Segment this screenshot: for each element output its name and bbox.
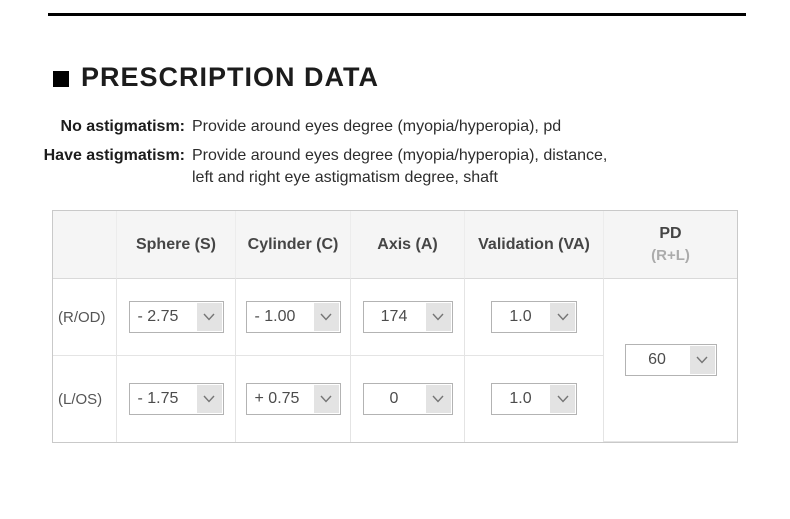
column-header-validation: Validation (VA)	[465, 211, 604, 279]
no-astigmatism-description: Provide around eyes degree (myopia/hyper…	[192, 118, 562, 135]
table-header-row: Sphere (S) Cylinder (C) Axis (A) Validat…	[53, 211, 737, 279]
chevron-down-icon	[689, 346, 715, 374]
column-header-cylinder: Cylinder (C)	[236, 211, 351, 279]
top-divider	[48, 13, 746, 16]
column-header-empty	[53, 211, 117, 279]
page-title: PRESCRIPTION DATA	[81, 62, 380, 92]
chevron-down-icon	[425, 303, 451, 331]
chevron-down-icon	[313, 385, 339, 413]
column-header-sphere: Sphere (S)	[117, 211, 236, 279]
chevron-down-icon	[550, 385, 575, 413]
sphere-right-value: - 2.75	[137, 308, 179, 325]
sphere-left-value: - 1.75	[137, 390, 179, 407]
row-label-right-eye: (R/OD)	[53, 279, 117, 356]
row-label-left-eye: (L/OS)	[53, 356, 117, 442]
have-astigmatism-description-line-2: left and right eye astigmatism degree, s…	[192, 169, 498, 186]
sphere-left-select[interactable]: - 1.75	[128, 383, 224, 415]
column-header-pd: PD (R+L)	[604, 211, 737, 279]
section-bullet-icon	[53, 70, 69, 87]
validation-right-select[interactable]: 1.0	[491, 301, 577, 333]
table-row-left-eye: (L/OS) - 1.75 + 0.75	[53, 356, 737, 442]
have-astigmatism-description: Provide around eyes degree (myopia/hyper…	[192, 145, 607, 189]
column-header-axis: Axis (A)	[351, 211, 465, 279]
pd-value: 60	[648, 351, 666, 368]
sphere-right-select[interactable]: - 2.75	[128, 301, 224, 333]
prescription-table: Sphere (S) Cylinder (C) Axis (A) Validat…	[52, 210, 738, 443]
cylinder-right-select[interactable]: - 1.00	[245, 301, 341, 333]
column-header-pd-title: PD	[659, 225, 682, 242]
validation-right-value: 1.0	[509, 308, 532, 325]
table-row-right-eye: (R/OD) - 2.75 - 1.00	[53, 279, 737, 442]
section-header: PRESCRIPTION DATA	[53, 62, 379, 93]
chevron-down-icon	[550, 303, 575, 331]
validation-left-select[interactable]: 1.0	[491, 383, 577, 415]
column-header-pd-subtitle: (R+L)	[651, 247, 690, 264]
no-astigmatism-label: No astigmatism:	[60, 118, 185, 135]
chevron-down-icon	[425, 385, 451, 413]
axis-right-select[interactable]: 174	[362, 301, 453, 333]
cylinder-left-select[interactable]: + 0.75	[245, 383, 341, 415]
pd-select[interactable]: 60	[624, 344, 717, 376]
instructions: No astigmatism: Provide around eyes degr…	[0, 116, 608, 189]
have-astigmatism-label: Have astigmatism:	[43, 147, 185, 164]
chevron-down-icon	[313, 303, 339, 331]
have-astigmatism-description-line-1: Provide around eyes degree (myopia/hyper…	[192, 147, 608, 164]
cylinder-left-value: + 0.75	[254, 390, 300, 407]
axis-left-value: 0	[389, 390, 399, 407]
chevron-down-icon	[196, 385, 222, 413]
validation-left-value: 1.0	[509, 390, 532, 407]
chevron-down-icon	[196, 303, 222, 331]
cylinder-right-value: - 1.00	[254, 308, 296, 325]
axis-right-value: 174	[380, 308, 408, 325]
axis-left-select[interactable]: 0	[362, 383, 453, 415]
